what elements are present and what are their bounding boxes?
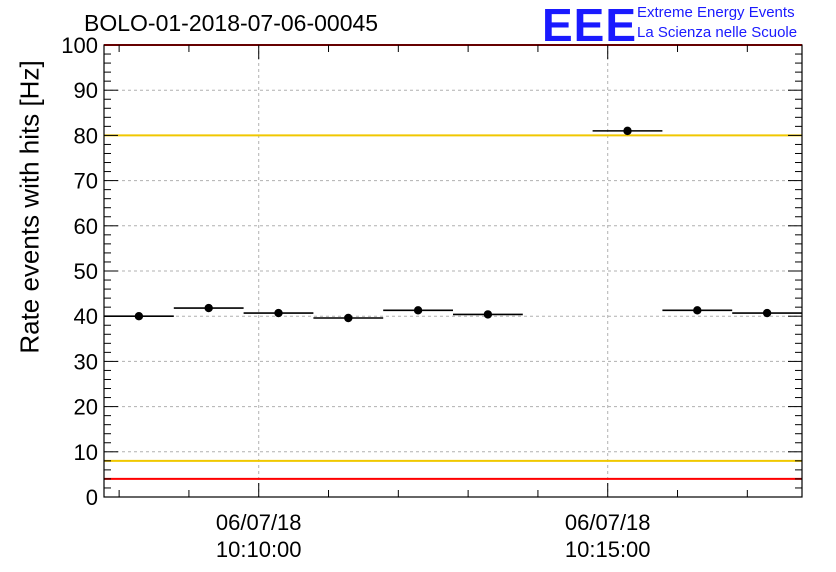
point-marker	[274, 308, 283, 318]
y-tick-label: 70	[74, 169, 98, 194]
point-marker	[134, 312, 144, 321]
axis-ticks	[104, 44, 802, 498]
y-tick-label: 20	[74, 395, 98, 420]
y-tick-label: 50	[74, 259, 98, 284]
y-tick-label: 10	[74, 440, 98, 465]
data-point	[662, 306, 733, 315]
data-points	[104, 126, 802, 323]
data-point	[592, 126, 663, 136]
point-marker	[413, 306, 423, 315]
logo-caption-line1: Extreme Energy Events	[637, 4, 795, 21]
point-marker	[344, 313, 353, 323]
logo-caption: Extreme Energy Events La Scienza nelle S…	[637, 3, 797, 43]
chart-title: BOLO-01-2018-07-06-00045	[84, 10, 379, 36]
y-tick-label: 60	[74, 214, 98, 239]
tick-labels: 010203040506070809010006/07/1810:10:0006…	[61, 33, 650, 562]
point-marker	[623, 126, 632, 136]
point-marker	[483, 310, 493, 319]
data-point	[173, 303, 244, 313]
x-tick-label-date: 06/07/18	[216, 510, 302, 535]
data-point	[104, 312, 174, 321]
x-tick-label-date: 06/07/18	[565, 510, 651, 535]
y-tick-label: 0	[86, 485, 98, 510]
y-tick-label: 80	[74, 123, 98, 148]
y-tick-label: 90	[74, 78, 98, 103]
point-marker	[762, 308, 772, 318]
y-tick-label: 100	[61, 33, 98, 58]
point-marker	[693, 306, 702, 315]
data-point	[243, 308, 314, 318]
y-tick-label: 40	[74, 304, 98, 329]
point-marker	[204, 303, 213, 313]
eee-logo: EEE	[542, 0, 638, 51]
data-point	[383, 306, 453, 315]
x-tick-label-time: 10:15:00	[565, 537, 651, 562]
data-point	[732, 308, 802, 318]
data-point	[313, 313, 384, 323]
y-tick-label: 30	[74, 349, 98, 374]
grid-lines	[104, 45, 802, 497]
threshold-lines	[104, 44, 802, 480]
logo-caption-line2: La Scienza nelle Scuole	[637, 24, 798, 41]
data-point	[453, 310, 523, 319]
x-tick-label-time: 10:10:00	[216, 537, 302, 562]
